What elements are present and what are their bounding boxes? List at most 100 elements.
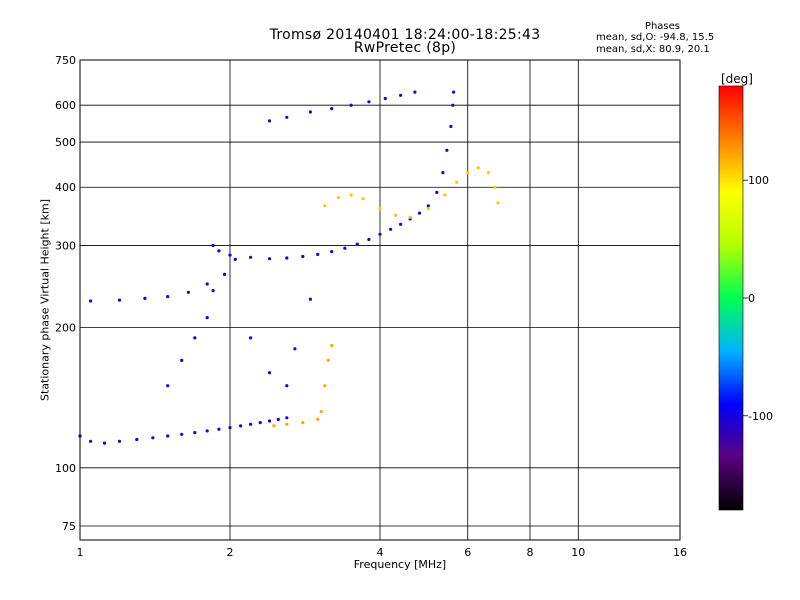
colorbar-label: [deg] (721, 72, 753, 86)
data-point (267, 371, 272, 375)
data-point (367, 237, 371, 242)
data-point (193, 336, 197, 340)
data-point (330, 107, 334, 111)
data-point (276, 417, 280, 421)
data-point (466, 171, 470, 175)
data-point (217, 249, 221, 253)
data-point (355, 242, 359, 246)
data-point (361, 197, 365, 201)
phases-x-stats: mean, sd,X: 80.9, 20.1 (596, 44, 710, 55)
y-tick-label: 400 (55, 181, 76, 194)
data-point (316, 252, 320, 256)
data-point (267, 119, 272, 123)
phases-heading: Phases (644, 21, 680, 32)
data-point (285, 416, 289, 420)
data-point (349, 103, 353, 107)
data-point (285, 422, 289, 426)
data-point (455, 180, 459, 184)
data-point (151, 436, 155, 440)
data-point (267, 419, 272, 423)
colorbar-tick-label: 100 (748, 174, 769, 187)
chart-subtitle: RwPretec (8p) (353, 40, 457, 56)
data-point (301, 254, 305, 259)
x-tick-label: 4 (377, 546, 384, 559)
data-point (293, 347, 297, 351)
y-tick-label: 300 (55, 239, 76, 252)
data-point (452, 90, 456, 94)
data-point (193, 431, 197, 435)
colorbar (718, 85, 744, 511)
data-point (316, 417, 320, 421)
data-point (326, 358, 330, 362)
data-point (323, 384, 327, 388)
data-point (205, 316, 209, 320)
data-point (143, 296, 147, 300)
data-point (319, 410, 323, 414)
phases-o-stats: mean, sd,O: -94.8, 15.5 (596, 32, 715, 43)
data-point (205, 282, 209, 286)
data-point (449, 124, 453, 129)
data-point (233, 257, 237, 261)
x-tick-label: 8 (527, 546, 534, 559)
data-point (336, 196, 340, 200)
data-point (441, 171, 445, 175)
data-point (228, 253, 232, 257)
data-point (383, 96, 387, 101)
data-point (180, 358, 184, 362)
data-points (78, 90, 500, 445)
data-point (323, 204, 327, 208)
data-point (476, 166, 480, 170)
x-tick-label: 2 (227, 546, 234, 559)
data-point (285, 256, 289, 260)
chart-title: Tromsø 20140401 18:24:00-18:25:43 (269, 27, 541, 43)
data-point (249, 255, 253, 259)
data-point (330, 250, 334, 254)
data-point (330, 343, 334, 348)
data-point (186, 290, 190, 294)
data-point (180, 432, 184, 436)
data-point (258, 421, 262, 425)
x-tick-label: 10 (571, 546, 585, 559)
data-point (343, 246, 347, 250)
data-point (267, 257, 272, 261)
data-point (301, 421, 305, 425)
data-point (426, 207, 430, 211)
x-tick-label: 1 (77, 546, 84, 559)
data-point (435, 190, 439, 194)
y-tick-label: 600 (55, 99, 76, 112)
data-point (249, 422, 253, 426)
data-point (211, 243, 215, 248)
data-point (493, 185, 497, 189)
data-point (117, 298, 122, 302)
x-axis-ticks: 1 2 4 6 8 10 16 (77, 546, 688, 559)
plot-grid (79, 59, 681, 540)
data-point (399, 93, 403, 97)
data-point (166, 295, 170, 299)
y-tick-label: 200 (55, 322, 76, 335)
data-point (308, 110, 312, 114)
data-point (285, 115, 289, 119)
data-point (389, 227, 393, 231)
data-point (272, 424, 276, 428)
data-point (413, 90, 417, 94)
data-point (285, 384, 289, 388)
data-point (211, 289, 215, 293)
data-point (166, 384, 170, 388)
data-point (367, 100, 371, 104)
colorbar-ticks: 100 0 -100 (743, 174, 773, 423)
data-point (408, 215, 412, 219)
data-point (443, 193, 447, 197)
data-point (102, 441, 107, 445)
data-point (417, 211, 422, 215)
data-point (239, 424, 243, 428)
data-point (89, 299, 93, 303)
data-point (135, 437, 139, 442)
data-point (486, 171, 490, 175)
y-tick-label: 100 (55, 462, 76, 475)
data-point (445, 148, 449, 152)
y-tick-label: 500 (55, 136, 76, 149)
data-point (394, 213, 398, 217)
x-tick-label: 16 (673, 546, 687, 559)
data-point (308, 297, 312, 301)
